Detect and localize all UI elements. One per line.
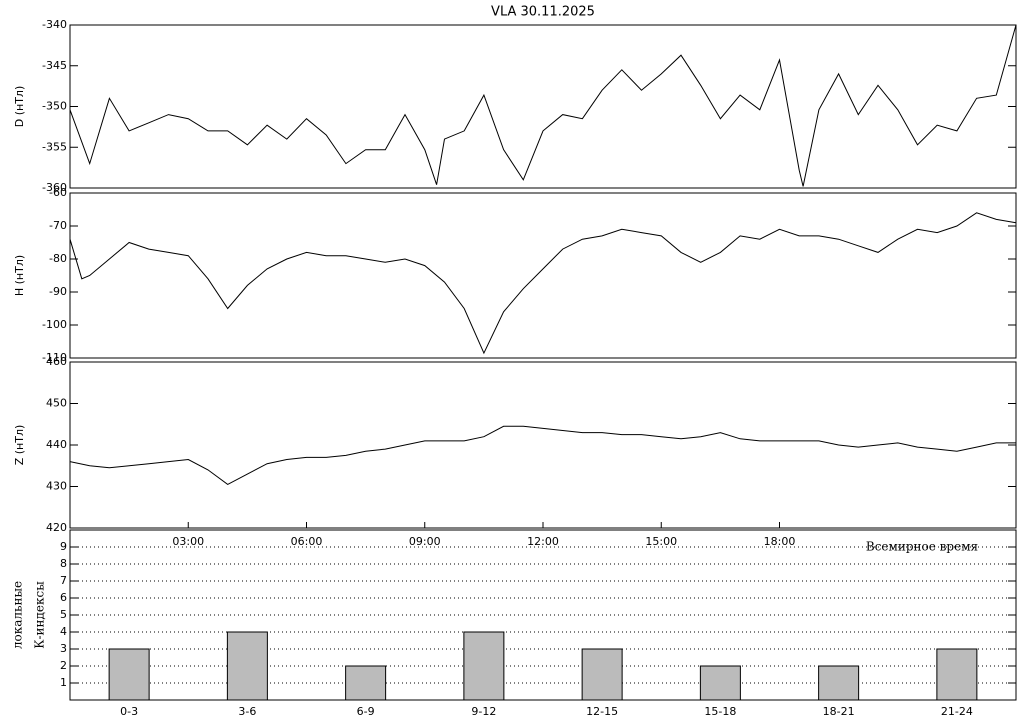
y-tick-label: -100 <box>42 318 67 331</box>
y-tick-label: 6 <box>60 591 67 604</box>
y-tick-label: 430 <box>46 480 67 493</box>
y-tick-label: 450 <box>46 397 67 410</box>
chart-title: VLA 30.11.2025 <box>491 5 595 20</box>
panel-frame <box>69 24 1017 189</box>
bar <box>108 648 150 701</box>
y-axis-label: Z (нТл) <box>13 425 26 466</box>
y-tick-label: 8 <box>60 557 67 570</box>
y-tick-label: 9 <box>60 540 67 553</box>
x-tick-label: 21-24 <box>941 705 973 718</box>
panel-frame <box>69 361 1017 529</box>
y-tick-label: 7 <box>60 574 67 587</box>
y-tick-label: 2 <box>60 659 67 672</box>
y-axis-label: К-индексы <box>33 581 47 649</box>
data-line <box>69 425 1016 485</box>
x-tick-label: 6-9 <box>357 705 375 718</box>
y-tick-label: -80 <box>49 252 67 265</box>
x-tick-label: 12-15 <box>586 705 618 718</box>
y-tick-label: 460 <box>46 355 67 368</box>
y-tick-label: 440 <box>46 438 67 451</box>
y-tick-label: -345 <box>42 59 67 72</box>
data-line <box>69 212 1017 355</box>
y-tick-label: 420 <box>46 521 67 534</box>
bar <box>936 648 978 701</box>
y-tick-label: -60 <box>49 186 67 199</box>
y-tick-label: -350 <box>42 100 67 113</box>
y-tick-label: -110 <box>42 351 67 364</box>
panel-frame <box>69 192 1017 359</box>
x-tick-label: 09:00 <box>409 535 441 548</box>
bar <box>581 648 623 701</box>
y-tick-label: 5 <box>60 608 67 621</box>
y-tick-label: -355 <box>42 140 67 153</box>
y-tick-label: -90 <box>49 285 67 298</box>
y-tick-label: 3 <box>60 642 67 655</box>
bar <box>818 665 860 701</box>
x-tick-label: 9-12 <box>471 705 496 718</box>
panel-frame <box>69 529 1017 701</box>
y-axis-label: H (нТл) <box>13 255 26 296</box>
x-tick-label: 03:00 <box>172 535 204 548</box>
y-tick-label: 1 <box>60 676 67 689</box>
y-axis-label: локальные <box>11 581 25 649</box>
bar <box>699 665 741 701</box>
y-tick-label: -360 <box>42 181 67 194</box>
y-axis-label: D (нТл) <box>13 86 26 128</box>
bar <box>345 665 387 701</box>
data-line <box>69 24 1017 187</box>
x-tick-label: 12:00 <box>527 535 559 548</box>
x-tick-label: 0-3 <box>120 705 138 718</box>
x-tick-label: 18:00 <box>764 535 796 548</box>
x-tick-label: 3-6 <box>238 705 256 718</box>
x-tick-label: 06:00 <box>291 535 323 548</box>
bar <box>463 631 505 701</box>
bar <box>226 631 268 701</box>
y-tick-label: 4 <box>60 625 67 638</box>
x-tick-label: 18-21 <box>823 705 855 718</box>
y-tick-label: -340 <box>42 18 67 31</box>
x-tick-label: 15:00 <box>645 535 677 548</box>
x-tick-label: 15-18 <box>704 705 736 718</box>
y-tick-label: -70 <box>49 219 67 232</box>
